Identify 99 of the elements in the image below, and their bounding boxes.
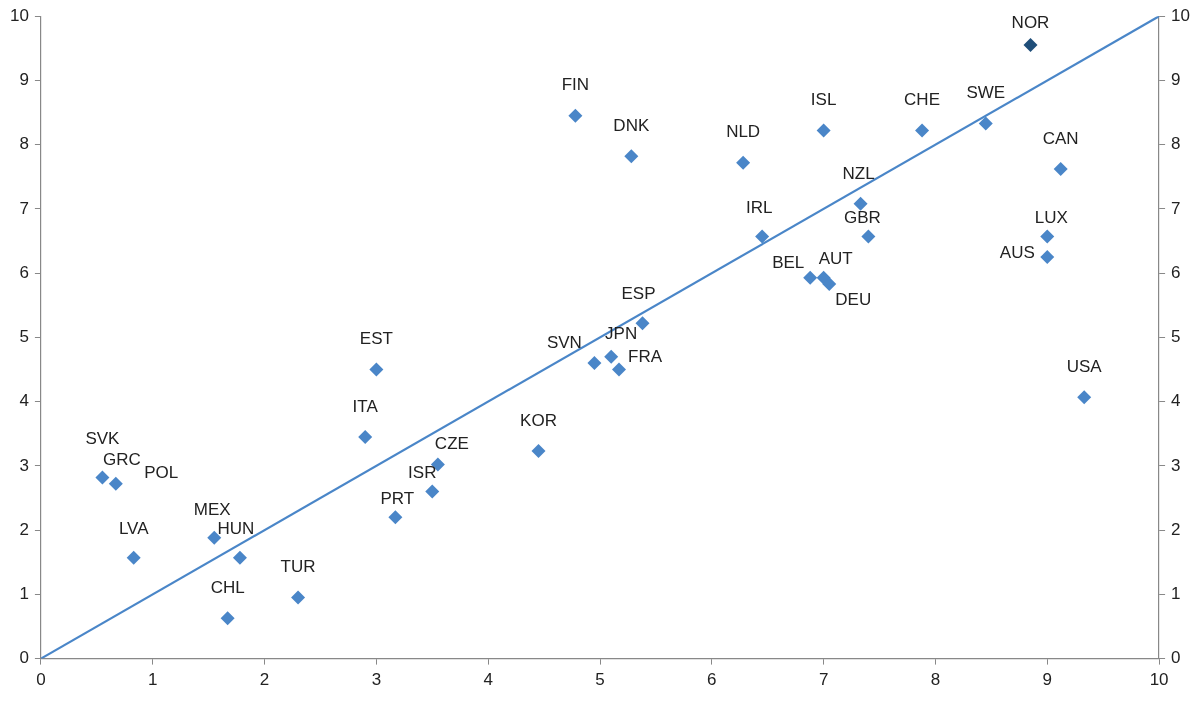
x-tick-label: 8 (930, 670, 941, 690)
annotation: CHL (210, 577, 245, 597)
y-tick-label: 4 (19, 391, 29, 411)
annotation: USA (1066, 356, 1103, 376)
point (1077, 390, 1092, 405)
y-tick-label: 9 (19, 70, 29, 90)
annotation: CZE (434, 434, 469, 454)
point (1040, 229, 1055, 244)
x-tick-label: 3 (371, 670, 382, 690)
y2-tick-label: 7 (1171, 198, 1181, 218)
annotation: HUN (217, 519, 255, 539)
x-tick-label: 5 (595, 670, 605, 690)
point (755, 229, 770, 244)
point (388, 510, 403, 525)
x-tick-label: 4 (483, 670, 493, 690)
point (635, 316, 650, 331)
point (736, 155, 751, 170)
y2-tick-label: 2 (1171, 519, 1181, 539)
point (624, 149, 639, 164)
point (803, 270, 818, 285)
point (531, 444, 546, 459)
annotation: AUT (818, 249, 853, 269)
y-tick-label: 10 (9, 5, 29, 25)
point (358, 429, 373, 444)
annotation: EST (359, 329, 393, 349)
x-tick-label: 1 (147, 670, 158, 690)
point (108, 476, 123, 491)
annotation: GRC (102, 449, 141, 469)
point (369, 362, 384, 377)
point (95, 470, 110, 485)
point (612, 362, 627, 377)
x-tick-label: 0 (36, 670, 46, 690)
y2-tick-label: 6 (1171, 262, 1181, 282)
annotation: NOR (1011, 12, 1050, 32)
annotation: NZL (842, 164, 875, 184)
annotation: PRT (380, 488, 415, 508)
annotation: SVK (85, 429, 121, 449)
y2-tick-label: 3 (1171, 455, 1181, 475)
x-tick-label: 7 (818, 670, 829, 690)
y-tick-label: 1 (19, 584, 29, 604)
annotation: SWE (966, 83, 1006, 103)
point (604, 349, 619, 364)
y2-tick-label: 4 (1171, 391, 1181, 411)
annotation: ITA (352, 396, 379, 416)
annotation: ESP (621, 283, 656, 303)
y2-tick-label: 0 (1171, 648, 1181, 668)
annotation: MEX (193, 499, 231, 519)
annotation: POL (144, 462, 179, 482)
point (822, 277, 837, 292)
point (816, 123, 831, 138)
annotation: CHE (904, 90, 940, 110)
x-tick-label: 2 (259, 670, 270, 690)
point (1023, 38, 1038, 53)
y2-tick-label: 10 (1171, 5, 1191, 25)
annotation: ISR (408, 463, 437, 483)
annotation: KOR (520, 410, 557, 430)
y-tick-label: 0 (19, 648, 29, 668)
annotation: TUR (280, 557, 316, 577)
annotation: BEL (772, 253, 805, 273)
point (861, 229, 876, 244)
point (220, 611, 235, 626)
point (568, 108, 583, 123)
annotation: LUX (1034, 208, 1068, 228)
annotation: FIN (561, 75, 590, 95)
y2-tick-label: 1 (1171, 584, 1181, 604)
y-tick-label: 8 (19, 134, 29, 154)
y2-tick-label: 5 (1171, 327, 1181, 347)
point (291, 590, 306, 605)
point (853, 196, 868, 211)
y2-tick-label: 9 (1171, 70, 1181, 90)
x-tick-label: 9 (1042, 670, 1053, 690)
point (915, 123, 930, 138)
annotation: JPN (605, 324, 638, 344)
annotation: LVA (118, 519, 150, 539)
point (232, 550, 247, 565)
point (587, 356, 602, 371)
x-tick-label: 10 (1149, 670, 1169, 690)
x-tick-label: 6 (707, 670, 717, 690)
annotation: DNK (613, 115, 650, 135)
y-tick-label: 5 (19, 327, 29, 347)
point (1040, 250, 1055, 265)
annotation: IRL (745, 198, 773, 218)
annotation: ISL (810, 90, 837, 110)
y2-tick-label: 8 (1171, 134, 1181, 154)
annotation: CAN (1042, 128, 1079, 148)
annotation: GBR (843, 208, 881, 228)
annotation: DEU (835, 289, 872, 309)
annotation: NLD (726, 122, 761, 142)
y-tick-label: 6 (19, 262, 29, 282)
annotation: SVN (546, 332, 582, 352)
point (126, 550, 141, 565)
y-tick-label: 2 (19, 519, 29, 539)
annotation: FRA (628, 347, 663, 367)
annotation: AUS (999, 242, 1035, 262)
point (425, 484, 440, 499)
point (1053, 162, 1068, 177)
y-tick-label: 7 (19, 198, 29, 218)
y-tick-label: 3 (19, 455, 29, 475)
point (978, 116, 993, 131)
